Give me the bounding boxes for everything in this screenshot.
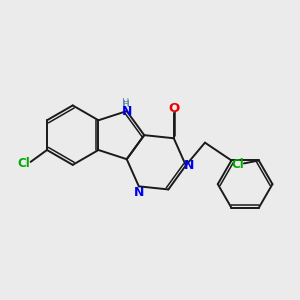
Text: H: H xyxy=(122,100,129,109)
Text: H: H xyxy=(122,98,130,108)
Text: N: N xyxy=(184,159,195,172)
Text: N: N xyxy=(134,186,144,200)
Text: N: N xyxy=(122,105,133,118)
Text: Cl: Cl xyxy=(18,158,31,170)
Text: O: O xyxy=(168,102,179,115)
Text: Cl: Cl xyxy=(231,158,244,171)
